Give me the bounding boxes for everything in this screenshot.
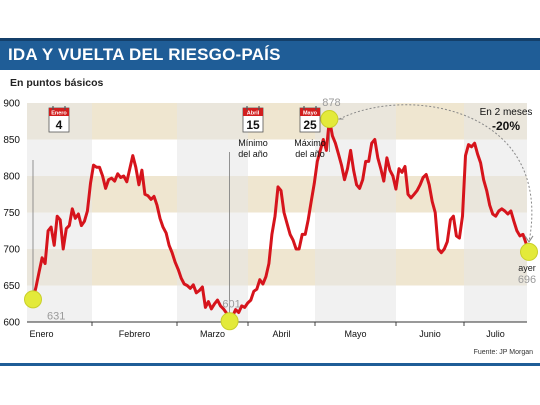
chart-subtitle: En puntos básicos: [10, 77, 104, 89]
data-label: 601: [222, 298, 240, 310]
y-tick-label: 750: [3, 208, 20, 219]
data-label: 696: [518, 274, 536, 286]
month-label: Enero: [29, 329, 53, 339]
source-note: Fuente: JP Morgan: [474, 349, 534, 356]
data-label: 878: [322, 97, 340, 109]
calendar-icon-abril-header: [243, 108, 263, 116]
calendar-icon-enero-header: [49, 108, 69, 116]
y-tick-label: 700: [3, 245, 20, 256]
page-title: IDA Y VUELTA DEL RIESGO-PAÍS: [8, 45, 281, 64]
footer-rule: [0, 363, 540, 366]
line-chart: Enero Febrero Marzo Abril Mayo Junio Julio 600 6…: [3, 97, 538, 356]
series-line: [31, 117, 531, 323]
annotation-label: Mínimo del año: [238, 138, 268, 159]
annotation-label: Máximo del año: [294, 138, 326, 159]
calendar-icon-abril-month: Abril: [247, 111, 260, 117]
calendar-icon-enero-month: Enero: [51, 111, 67, 117]
band-2: [27, 249, 527, 286]
change-arrowhead: [524, 235, 534, 243]
month-label: Junio: [419, 329, 441, 339]
y-tick-label: 600: [3, 318, 20, 329]
header-accent: [0, 38, 540, 41]
month-label: Abril: [272, 329, 290, 339]
change-value: -20%: [492, 119, 520, 133]
calendar-icon-abril-day: 15: [246, 118, 260, 132]
month-label: Mayo: [344, 329, 366, 339]
calendar-icon-mayo-month: Mayo: [303, 111, 318, 117]
change-arrow: [339, 104, 533, 243]
month-label: Marzo: [200, 329, 225, 339]
data-label: 631: [47, 310, 65, 322]
month-label: Julio: [486, 329, 505, 339]
annotation-label: ayer: [518, 263, 536, 273]
y-tick-label: 900: [3, 99, 20, 110]
y-tick-label: 650: [3, 281, 20, 292]
highlight-point: [520, 242, 538, 261]
calendar-icon-mayo-header: [300, 108, 320, 116]
highlight-point: [220, 312, 239, 331]
month-shade-2: [177, 103, 248, 322]
calendar-icon-enero-day: 4: [56, 118, 63, 132]
y-tick-label: 850: [3, 135, 20, 146]
highlight-point: [24, 290, 42, 309]
month-label: Febrero: [119, 329, 151, 339]
y-tick-label: 800: [3, 172, 20, 183]
calendar-icon-mayo-day: 25: [303, 118, 317, 132]
highlight-point: [320, 110, 339, 129]
header-bar: IDA Y VUELTA DEL RIESGO-PAÍS: [0, 38, 540, 70]
change-label: En 2 meses: [480, 107, 533, 118]
band-0: [27, 103, 527, 140]
month-shade-6: [464, 103, 527, 322]
